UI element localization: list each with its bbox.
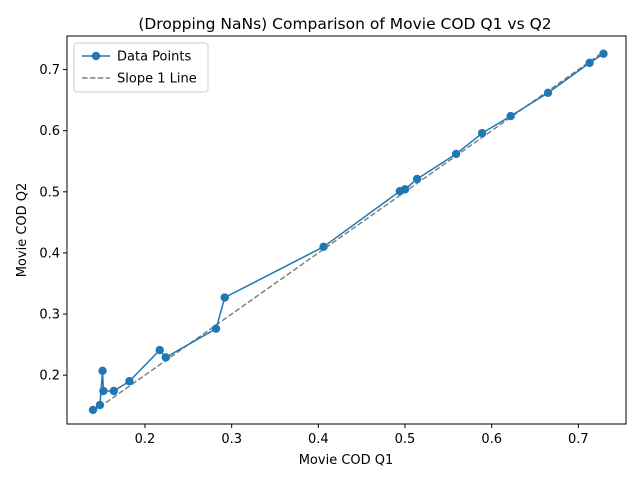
y-tick-label: 0.5 — [39, 185, 60, 200]
legend: Data Points Slope 1 Line — [73, 42, 209, 93]
data-point-marker — [477, 128, 487, 138]
data-point-marker — [599, 49, 608, 58]
data-point-marker — [98, 366, 107, 376]
series-layer — [88, 49, 608, 415]
data-point-marker — [155, 345, 164, 355]
x-tick-label: 0.4 — [308, 432, 329, 447]
data-point-marker — [95, 400, 105, 410]
y-axis-label: Movie COD Q2 — [15, 183, 30, 278]
y-axis: 0.2 0.3 0.4 0.5 0.6 0.7 — [39, 63, 67, 384]
chart-title: (Dropping NaNs) Comparison of Movie COD … — [138, 15, 551, 33]
y-tick-label: 0.4 — [39, 246, 60, 261]
x-tick-label: 0.6 — [481, 432, 502, 447]
data-point-marker — [543, 88, 553, 98]
data-point-marker — [319, 242, 328, 252]
data-point-marker — [506, 111, 515, 121]
data-point-marker — [125, 377, 134, 386]
y-tick-label: 0.6 — [39, 124, 60, 139]
y-tick-label: 0.7 — [39, 63, 60, 78]
data-point-marker — [451, 149, 461, 159]
y-tick-label: 0.3 — [39, 308, 60, 323]
x-tick-label: 0.5 — [395, 432, 416, 447]
slope-1-line — [92, 51, 604, 413]
data-point-marker — [88, 405, 98, 415]
y-tick-label: 0.2 — [39, 369, 60, 384]
legend-label-slope-1-line: Slope 1 Line — [117, 72, 197, 87]
data-point-marker — [412, 174, 422, 184]
x-axis-label: Movie COD Q1 — [299, 453, 394, 468]
plot-frame — [66, 35, 627, 425]
x-tick-label: 0.7 — [568, 432, 589, 447]
data-point-marker — [211, 324, 221, 333]
data-point-marker — [585, 58, 594, 68]
data-point-marker — [400, 185, 410, 194]
data-point-marker — [109, 386, 119, 396]
data-point-marker — [99, 386, 108, 396]
x-tick-label: 0.3 — [221, 432, 242, 447]
data-point-marker — [220, 293, 229, 302]
x-axis: 0.2 0.3 0.4 0.5 0.6 0.7 — [135, 424, 589, 447]
legend-label-data-points: Data Points — [117, 50, 191, 65]
data-point-marker — [161, 353, 170, 362]
x-tick-label: 0.2 — [135, 432, 156, 447]
legend-marker-data-points — [91, 51, 101, 61]
